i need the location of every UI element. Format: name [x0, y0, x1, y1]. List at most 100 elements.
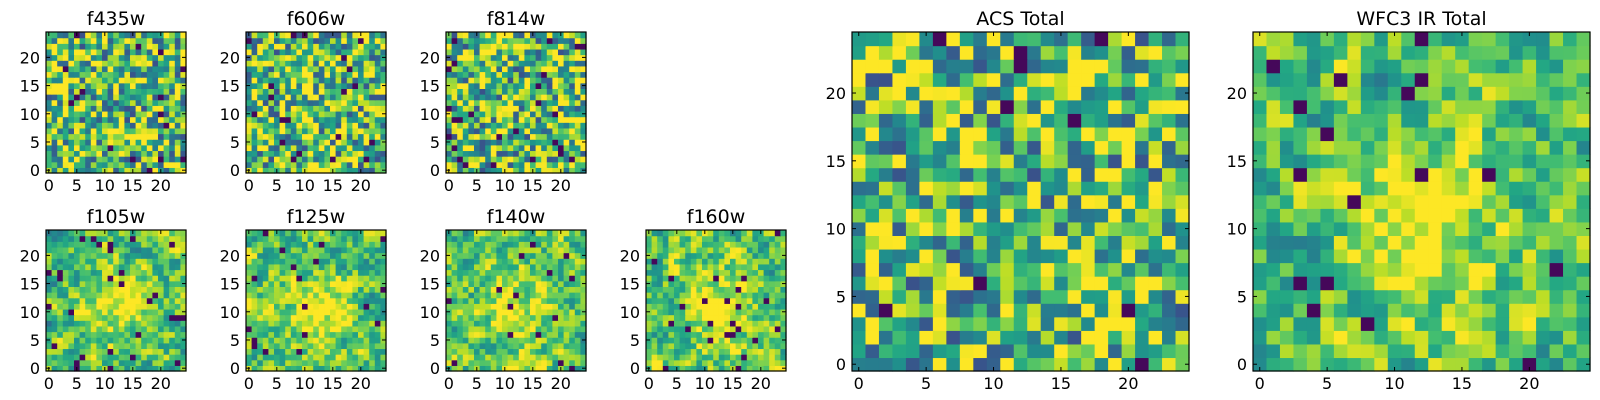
heatmap-cell: [274, 144, 281, 152]
heatmap-cell: [369, 246, 376, 254]
heatmap-cell: [852, 154, 867, 169]
heatmap-cell: [118, 241, 125, 248]
heatmap-cell: [369, 258, 376, 265]
heatmap-cell: [513, 235, 520, 242]
heatmap-cell: [513, 94, 520, 101]
heatmap-cell: [57, 331, 64, 338]
heatmap-cell: [257, 308, 264, 316]
heatmap-cell: [574, 88, 581, 95]
heatmap-cell: [346, 94, 353, 101]
heatmap-cell: [986, 343, 1001, 359]
heatmap-cell: [451, 365, 458, 372]
y-tick-label: 10: [220, 303, 240, 322]
heatmap-cell: [462, 263, 469, 271]
heatmap-cell: [1013, 343, 1028, 359]
heatmap-cell: [690, 354, 697, 361]
heatmap-cell: [468, 297, 475, 304]
heatmap-cell: [324, 331, 331, 338]
heatmap-cell: [118, 167, 125, 174]
heatmap-cell: [474, 156, 481, 163]
heatmap-cell: [135, 292, 142, 299]
heatmap-cell: [107, 292, 114, 299]
heatmap-cell: [307, 308, 314, 316]
heatmap-cell: [513, 167, 520, 174]
heatmap-cell: [62, 354, 69, 361]
heatmap-cell: [474, 246, 481, 254]
heatmap-cell: [96, 122, 103, 129]
heatmap-cell: [718, 337, 725, 344]
heatmap-cell: [346, 252, 353, 259]
heatmap-cell: [552, 348, 559, 355]
heatmap-cell: [46, 354, 53, 361]
heatmap-cell: [524, 139, 531, 146]
heatmap-cell: [174, 342, 181, 350]
heatmap-cell: [358, 246, 365, 254]
heatmap-cell: [485, 258, 492, 265]
heatmap-cell: [1081, 167, 1096, 182]
heatmap-cell: [246, 292, 253, 299]
heatmap-cell: [307, 314, 314, 321]
heatmap-cell: [169, 230, 176, 237]
heatmap-cell: [174, 122, 181, 129]
heatmap-cell: [1013, 262, 1028, 277]
heatmap-cell: [268, 82, 275, 89]
heatmap-cell: [1000, 208, 1015, 223]
heatmap-cell: [130, 331, 137, 338]
x-tick-label: 10: [295, 176, 315, 195]
heatmap-cell: [180, 77, 187, 84]
heatmap-cell: [1175, 343, 1190, 359]
heatmap-cell: [74, 127, 81, 135]
heatmap-cell: [246, 150, 253, 157]
heatmap-cell: [346, 342, 353, 350]
heatmap-cell: [324, 297, 331, 304]
heatmap-cell: [257, 342, 264, 350]
heatmap-cell: [251, 167, 258, 174]
heatmap-cell: [530, 241, 537, 248]
heatmap-cell: [741, 235, 748, 242]
heatmap-cell: [546, 167, 553, 174]
heatmap-cell: [262, 88, 269, 95]
heatmap-cell: [507, 275, 514, 282]
heatmap-cell: [262, 116, 269, 123]
heatmap-cell: [141, 105, 148, 112]
heatmap-cell: [369, 297, 376, 304]
heatmap-cell: [657, 342, 664, 350]
heatmap-cell: [507, 144, 514, 152]
heatmap-cell: [46, 150, 53, 157]
x-tick-label: 5: [472, 176, 482, 195]
heatmap-cell: [574, 37, 581, 44]
heatmap-cell: [513, 60, 520, 67]
heatmap-cell: [752, 320, 759, 327]
heatmap-cell: [1094, 303, 1109, 318]
heatmap-cell: [274, 43, 281, 50]
heatmap-cell: [352, 156, 359, 163]
heatmap-cell: [657, 314, 664, 321]
heatmap-cell: [1135, 289, 1150, 304]
heatmap-cell: [535, 314, 542, 321]
heatmap-cell: [973, 276, 988, 291]
heatmap-cell: [451, 133, 458, 140]
heatmap-cell: [346, 297, 353, 304]
heatmap-cell: [474, 110, 481, 118]
heatmap-cell: [959, 289, 974, 304]
heatmap-cell: [707, 359, 714, 366]
heatmap-cell: [62, 314, 69, 321]
heatmap-cell: [307, 32, 314, 39]
heatmap-cell: [74, 94, 81, 101]
heatmap-cell: [341, 65, 348, 73]
heatmap-cell: [552, 263, 559, 271]
heatmap-cell: [1054, 316, 1069, 331]
heatmap-cell: [502, 60, 509, 67]
heatmap-cell: [462, 43, 469, 50]
heatmap-cell: [865, 181, 880, 196]
heatmap-cell: [135, 286, 142, 293]
heatmap-cell: [563, 54, 570, 61]
heatmap-cell: [479, 286, 486, 293]
heatmap-cell: [352, 139, 359, 146]
heatmap-cell: [130, 77, 137, 84]
heatmap-cell: [152, 110, 159, 118]
heatmap-cell: [502, 275, 509, 282]
heatmap-cell: [552, 32, 559, 39]
heatmap-cell: [352, 150, 359, 157]
